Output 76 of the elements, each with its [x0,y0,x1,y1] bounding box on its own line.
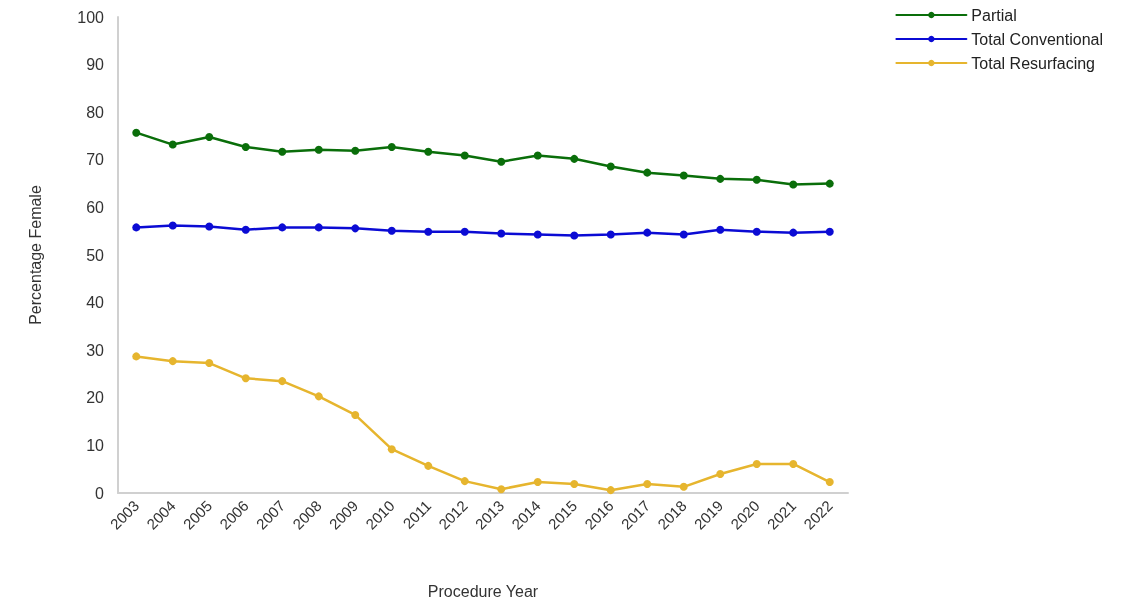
point [278,147,287,156]
point [387,445,396,454]
point [825,227,834,236]
y-tick-label: 70 [86,151,105,169]
point [241,374,250,383]
y-tick-label: 80 [86,103,105,121]
point [679,482,688,491]
point [460,477,469,486]
point [424,147,433,156]
point [570,154,579,163]
point [132,352,141,361]
legend-label: Total Conventional [971,30,1103,48]
y-tick-label: 20 [86,389,105,407]
point [460,151,469,160]
point [570,231,579,240]
point [424,461,433,470]
point [679,230,688,239]
point [606,230,615,239]
point [533,478,542,487]
y-tick-label: 0 [95,484,105,502]
point [314,223,323,232]
y-tick-label: 50 [86,246,105,264]
point [168,357,177,366]
point [241,225,250,234]
point [497,229,506,238]
point [205,222,214,231]
point [752,175,761,184]
legend-label: Partial [971,6,1017,24]
point [606,162,615,171]
y-tick-label: 90 [86,56,105,74]
point [314,145,323,154]
point [205,359,214,368]
point [314,392,323,401]
point [789,228,798,237]
point [497,485,506,494]
point [716,469,725,478]
point [679,171,688,180]
point [387,226,396,235]
point [606,486,615,495]
point [643,168,652,177]
point [570,479,579,488]
point [424,227,433,236]
point [497,157,506,166]
point [752,227,761,236]
point [132,128,141,137]
point [752,459,761,468]
y-tick-label: 40 [86,294,105,312]
x-axis-title: Procedure Year [427,582,539,600]
point [825,179,834,188]
point [205,132,214,141]
point [387,142,396,151]
y-tick-label: 100 [77,8,105,26]
point [278,377,287,386]
point [168,140,177,149]
point [533,151,542,160]
point [643,479,652,488]
y-tick-label: 60 [86,198,105,216]
point [533,230,542,239]
point [351,146,360,155]
point [789,180,798,189]
y-tick-label: 30 [86,341,105,359]
y-tick-label: 10 [86,436,105,454]
point [825,478,834,487]
point [241,142,250,151]
y-axis-title: Percentage Female [26,185,44,325]
point [789,459,798,468]
point [460,227,469,236]
point [716,174,725,183]
point [716,225,725,234]
point [132,223,141,232]
point [351,410,360,419]
point [351,224,360,233]
point [278,223,287,232]
point [168,221,177,230]
legend-label: Total Resurfacing [971,54,1095,72]
point [643,228,652,237]
